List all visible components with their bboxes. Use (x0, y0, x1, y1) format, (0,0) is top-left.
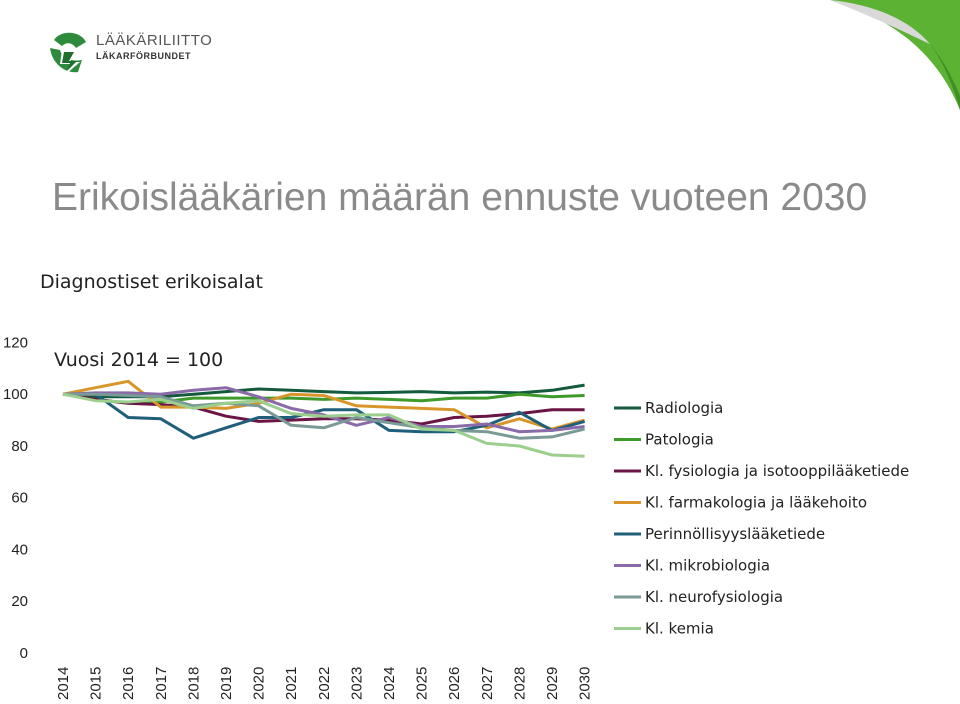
x-tick-label: 2020 (251, 667, 268, 700)
series-line (63, 392, 585, 440)
brand-name: LÄÄKÄRILIITTO (96, 32, 213, 49)
slide-title: Erikoislääkärien määrän ennuste vuoteen … (52, 176, 868, 219)
x-tick-label: 2018 (185, 667, 202, 700)
brand-emblem-icon (50, 32, 86, 74)
x-tick-label: 2029 (544, 667, 561, 700)
series-line (62, 392, 585, 405)
brand-logo: LÄÄKÄRILIITTO LÄKARFÖRBUNDET (46, 28, 246, 78)
x-tick-label: 2022 (316, 667, 333, 700)
y-tick-label: 100 (3, 386, 28, 403)
series-line (62, 379, 585, 431)
x-tick-label: 2019 (218, 667, 235, 700)
chart-plot-area (62, 379, 585, 458)
x-axis: 2014 2015 2016 2017 2018 2019 2020 2021 2022 2023… (55, 667, 594, 700)
x-tick-label: 2025 (414, 667, 431, 700)
series-line (63, 392, 585, 440)
legend-label: Kl. mikrobiologia (645, 557, 770, 575)
slide-subtitle: Diagnostiset erikoisalat (40, 271, 263, 293)
x-tick-label: 2017 (153, 667, 170, 700)
legend-label: Patologia (645, 431, 714, 449)
y-tick-label: 80 (11, 438, 28, 455)
chart-annotation: Vuosi 2014 = 100 (54, 349, 223, 371)
x-tick-label: 2014 (55, 667, 72, 700)
x-tick-label: 2024 (381, 667, 398, 700)
x-tick-label: 2015 (88, 667, 105, 700)
x-tick-label: 2027 (479, 667, 496, 700)
series-line (62, 392, 585, 458)
legend-label: Kl. fysiologia ja isotooppilääketiede (645, 462, 909, 480)
x-tick-label: 2023 (348, 667, 365, 700)
y-tick-label: 0 (20, 645, 28, 662)
brand-subname: LÄKARFÖRBUNDET (96, 51, 191, 61)
x-tick-label: 2021 (283, 667, 300, 700)
y-tick-label: 60 (11, 490, 28, 507)
chart-legend: Radiologia Patologia Kl. fysiologia ja iso… (614, 399, 909, 638)
y-tick-label: 20 (11, 593, 28, 610)
series-line (62, 392, 585, 426)
legend-label: Kl. kemia (645, 620, 714, 638)
x-tick-label: 2026 (446, 667, 463, 700)
x-tick-label: 2030 (577, 667, 594, 700)
legend-label: Perinnöllisyyslääketiede (645, 525, 825, 543)
y-tick-label: 40 (11, 541, 28, 558)
y-axis: 0 20 40 60 80 100 120 (3, 334, 28, 662)
x-tick-label: 2016 (120, 667, 137, 700)
y-tick-label: 120 (3, 334, 28, 351)
legend-label: Kl. neurofysiologia (645, 588, 783, 606)
legend-label: Kl. farmakologia ja lääkehoito (645, 494, 867, 512)
x-tick-label: 2028 (511, 667, 528, 700)
page-curl-decoration (830, 0, 960, 110)
legend-label: Radiologia (645, 399, 723, 417)
